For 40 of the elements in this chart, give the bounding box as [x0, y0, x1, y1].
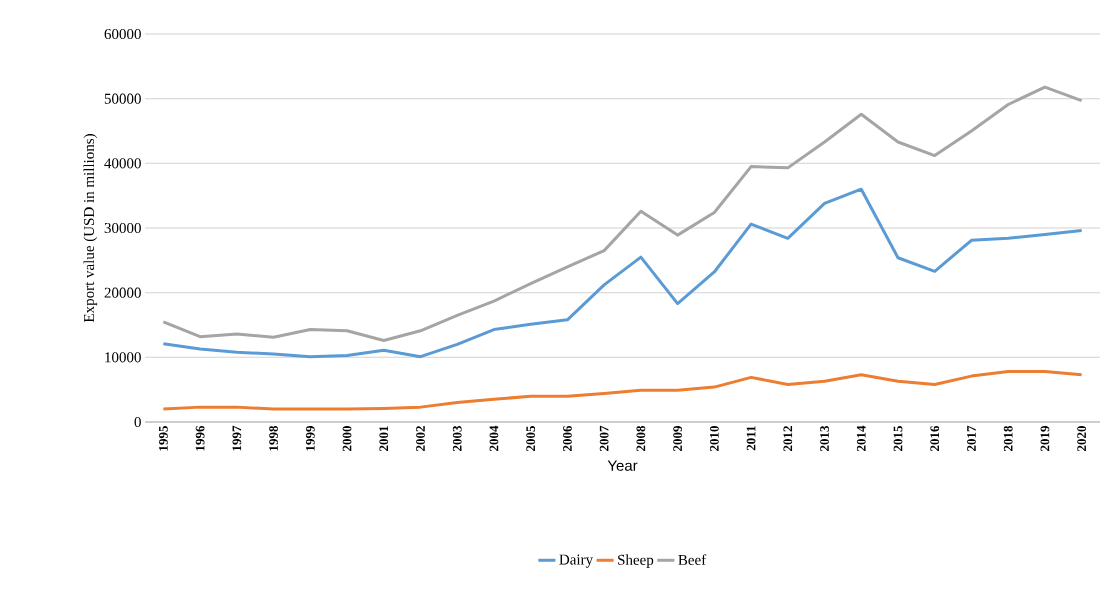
x-tick-label: 2006 — [563, 425, 572, 451]
x-tick-label: 2020 — [1077, 426, 1087, 451]
x-tick-label: 2007 — [599, 425, 609, 451]
y-tick-label: 30000 — [104, 222, 141, 234]
x-tick-label: 2004 — [489, 425, 499, 451]
y-tick-label: 60000 — [104, 28, 141, 40]
x-tick-label: 2001 — [379, 426, 389, 451]
y-axis-title: Export value (USD in millions) — [83, 134, 98, 323]
x-tick-label: 2011 — [746, 426, 756, 451]
x-tick-label: 2003 — [452, 425, 462, 451]
x-tick-label: 2018 — [1003, 425, 1013, 451]
y-tick-label: 20000 — [104, 287, 141, 298]
x-tick-label: 2009 — [673, 426, 682, 451]
legend-label: Sheep — [618, 554, 654, 568]
x-tick-label: 2000 — [342, 426, 352, 451]
x-tick-label: 2012 — [783, 426, 793, 451]
y-tick-label: 0 — [134, 416, 141, 428]
x-axis-title: Year — [607, 460, 638, 471]
x-tick-label: 2002 — [416, 426, 425, 451]
x-tick-label: 1999 — [305, 426, 315, 451]
x-tick-label: 2013 — [820, 425, 829, 451]
y-tick-label: 40000 — [104, 158, 141, 169]
x-tick-label: 1997 — [232, 425, 242, 451]
x-tick-label: 2016 — [930, 425, 940, 451]
x-tick-label: 2005 — [526, 426, 536, 451]
x-tick-label: 2015 — [893, 426, 903, 451]
x-tick-label: 2010 — [709, 426, 719, 451]
y-tick-label: 50000 — [104, 93, 141, 104]
x-tick-label: 2008 — [636, 425, 646, 451]
x-tick-label: 1996 — [195, 425, 205, 451]
legend-label: Dairy — [559, 554, 593, 568]
x-tick-label: 1998 — [269, 425, 278, 451]
line-series — [161, 187, 1084, 359]
y-tick-label: 10000 — [105, 352, 141, 363]
x-tick-label: 1995 — [159, 426, 168, 451]
legend-label: Beef — [678, 554, 707, 565]
x-tick-label: 2014 — [856, 425, 866, 451]
x-tick-label: 2017 — [967, 425, 976, 451]
x-tick-label: 2019 — [1040, 426, 1050, 451]
line-series — [161, 85, 1084, 343]
